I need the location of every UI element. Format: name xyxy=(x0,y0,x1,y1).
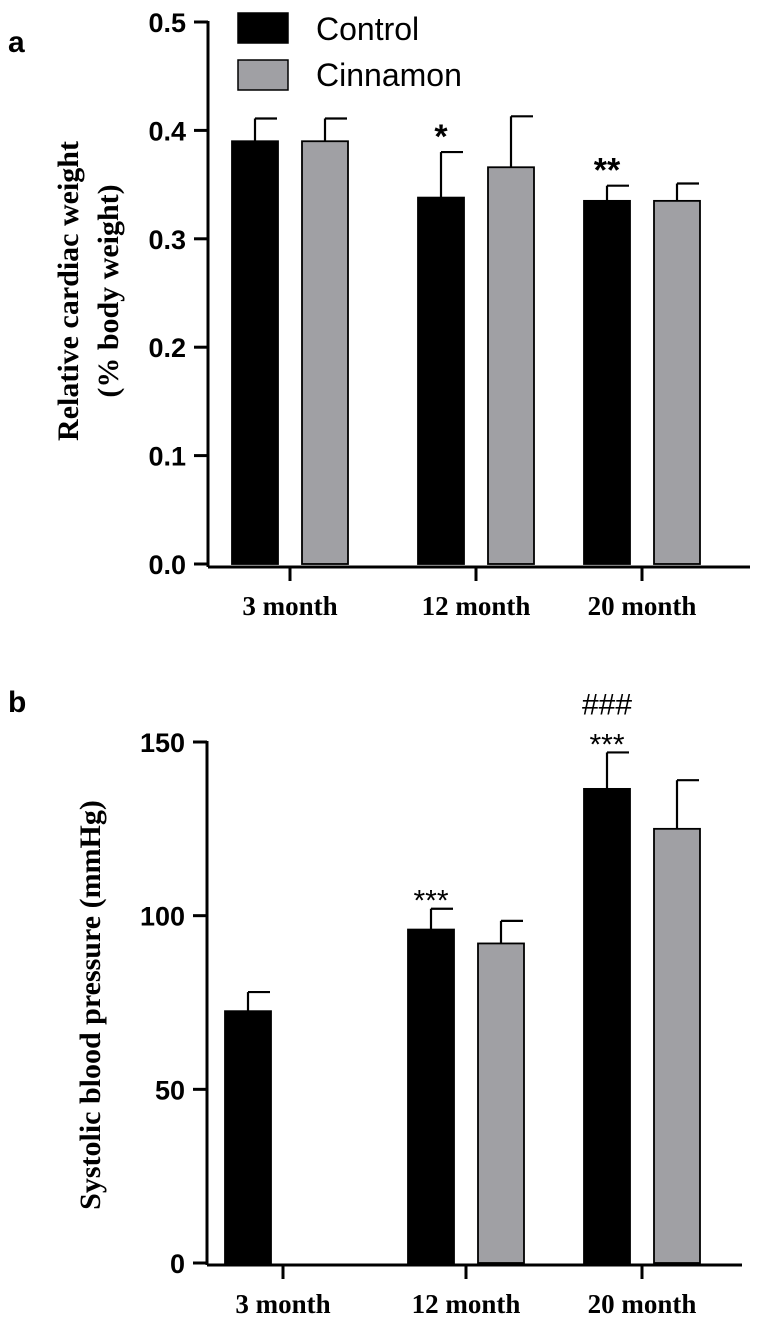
x-tick-label: 20 month xyxy=(588,591,697,621)
x-tick-label: 12 month xyxy=(412,1289,521,1319)
bar-cinnamon xyxy=(301,140,349,565)
bar-cinnamon xyxy=(653,827,701,1264)
y-tick-label: 50 xyxy=(155,1075,185,1105)
legend-label-control: Control xyxy=(316,11,419,47)
significance-stars: *** xyxy=(413,885,448,918)
y-tick-label: 150 xyxy=(140,728,185,758)
x-tick-label: 3 month xyxy=(242,591,337,621)
chart-panel-a: a Relative cardiac weight (% body weight… xyxy=(8,8,750,621)
legend-swatch-control xyxy=(237,12,289,44)
bar-control xyxy=(407,928,455,1264)
panel-label-a: a xyxy=(8,26,25,59)
legend: Control Cinnamon xyxy=(237,11,462,93)
y-tick-label: 0.1 xyxy=(148,442,186,472)
y-tick-label: 0.2 xyxy=(148,333,186,363)
significance-hash: ### xyxy=(582,688,632,721)
y-axis-title: Systolic blood pressure (mmHg) xyxy=(74,800,107,1210)
y-tick-label: 100 xyxy=(140,902,185,932)
x-tick-label: 20 month xyxy=(588,1289,697,1319)
legend-swatch-cinnamon xyxy=(237,59,289,91)
bar-control xyxy=(231,140,279,565)
y-axis-title-line2: (% body weight) xyxy=(92,184,125,397)
legend-label-cinnamon: Cinnamon xyxy=(316,57,462,93)
bar-cinnamon xyxy=(487,166,535,565)
x-tick-label: 3 month xyxy=(235,1289,330,1319)
chart-panel-b: b Systolic blood pressure (mmHg) 0 50 100 1… xyxy=(8,686,742,1319)
significance-stars: * xyxy=(434,118,448,156)
plot-area-b: 0 50 100 150 3 month 12 month 20 month *** *** ##… xyxy=(140,688,742,1319)
x-tick-label: 12 month xyxy=(422,591,531,621)
y-axis-title-line1: Relative cardiac weight xyxy=(52,141,85,441)
significance-stars: ** xyxy=(594,152,621,190)
plot-area-a: 0.0 0.1 0.2 0.3 0.4 0.5 3 month 12 month 20 mont… xyxy=(148,8,750,621)
significance-stars: *** xyxy=(589,728,624,761)
y-tick-label: 0.5 xyxy=(148,8,186,38)
y-tick-label: 0.0 xyxy=(148,550,186,580)
bar-control xyxy=(224,1010,272,1264)
bar-control xyxy=(583,199,631,565)
y-tick-label: 0 xyxy=(170,1249,185,1279)
y-tick-label: 0.4 xyxy=(148,116,186,146)
bar-cinnamon xyxy=(477,942,525,1264)
bar-cinnamon xyxy=(653,199,701,565)
y-tick-label: 0.3 xyxy=(148,225,186,255)
panel-label-b: b xyxy=(8,686,26,719)
bar-control xyxy=(417,196,465,565)
bar-control xyxy=(583,787,631,1264)
